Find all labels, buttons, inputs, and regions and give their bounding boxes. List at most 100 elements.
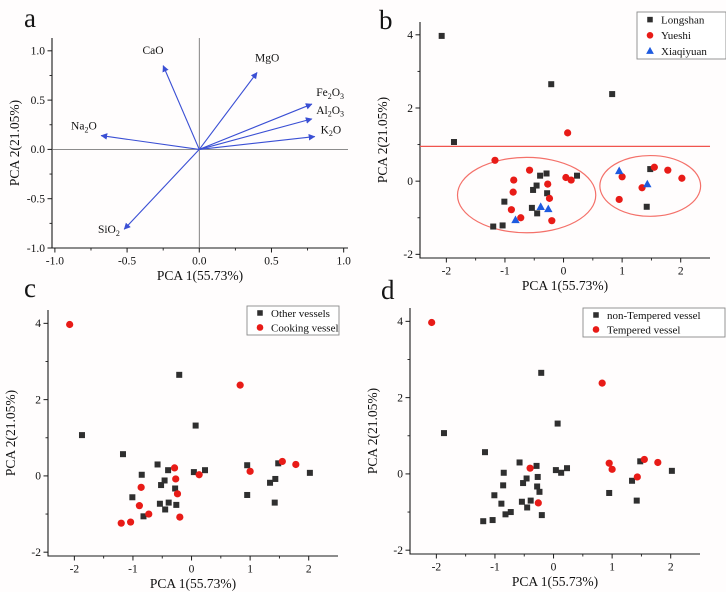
y-axis-title: PCA 2(21.05%) — [7, 100, 22, 186]
panel-d-temper-scatter: -2 -1 0 1 2 PCA 1(55.73%) -2 0 2 4 PCA 2(21.05%) no… — [365, 307, 726, 589]
legend-label: Yueshi — [661, 30, 691, 42]
x-tick-label: 2 — [668, 562, 674, 574]
data-point — [633, 497, 640, 504]
data-point — [117, 519, 125, 527]
y-axis-title: PCA 2(21.05%) — [375, 97, 390, 183]
data-point — [650, 163, 658, 171]
data-point — [528, 204, 535, 211]
x-axis-title: PCA 1(55.73%) — [150, 576, 236, 591]
data-point — [145, 510, 153, 518]
y-tick-label: 1.0 — [31, 46, 46, 58]
data-point — [195, 471, 203, 479]
data-point — [544, 190, 551, 197]
data-point — [538, 369, 545, 376]
y-tick-label: 0 — [35, 471, 41, 483]
data-point — [267, 479, 274, 486]
data-point — [172, 485, 179, 492]
data-point — [643, 179, 652, 188]
y-axis: -2 0 2 4 — [393, 316, 410, 557]
x-tick-label: 0.5 — [264, 256, 279, 268]
data-point — [564, 129, 572, 137]
chem-label: Na2O — [71, 121, 97, 135]
panel-letter-b: b — [379, 5, 393, 35]
loading-arrow — [199, 117, 313, 150]
x-tick-label: -1 — [490, 562, 500, 574]
data-point — [564, 465, 571, 472]
x-tick-label: 0 — [561, 266, 567, 278]
data-point — [633, 473, 641, 481]
x-tick-label: -1 — [500, 266, 510, 278]
x-tick-label: 1 — [619, 266, 625, 278]
data-point — [135, 502, 143, 510]
y-tick-label: 0 — [407, 176, 413, 188]
x-tick-label: -1 — [128, 564, 138, 576]
data-point — [537, 172, 544, 179]
x-axis-title: PCA 1(55.73%) — [512, 574, 598, 589]
data-point — [629, 477, 636, 484]
data-point — [534, 499, 542, 507]
legend-label: Tempered vessel — [607, 324, 680, 336]
y-tick-label: -0.5 — [27, 194, 45, 206]
data-point — [558, 469, 565, 476]
x-tick-label: 0 — [551, 562, 557, 574]
data-point — [605, 459, 613, 467]
data-point — [501, 198, 508, 205]
y-tick-label: -2 — [31, 547, 41, 559]
confidence-ellipse — [599, 154, 702, 217]
x-tick-label: 1.0 — [336, 256, 351, 268]
data-point — [643, 203, 650, 210]
data-point — [545, 194, 554, 202]
loading-arrow — [198, 72, 258, 150]
x-tick-label: 0.0 — [192, 256, 207, 268]
axis-spines — [409, 308, 700, 555]
data-point — [489, 517, 496, 524]
data-point — [523, 475, 530, 482]
y-tick-label: 4 — [35, 318, 41, 330]
data-point — [66, 320, 74, 329]
data-point — [527, 497, 534, 504]
data-point — [502, 511, 509, 518]
y-tick-label: 0 — [397, 469, 403, 481]
data-point — [127, 518, 135, 526]
data-point — [275, 460, 282, 467]
data-point — [161, 477, 168, 484]
data-point — [192, 422, 199, 429]
data-point — [567, 176, 575, 184]
data-point — [516, 459, 523, 466]
loading-arrow — [199, 133, 316, 150]
data-point — [646, 31, 654, 39]
legend-label: Other vessels — [271, 308, 330, 320]
data-point — [129, 494, 136, 501]
data-point — [165, 499, 172, 506]
data-point — [640, 455, 648, 464]
data-point — [618, 173, 626, 181]
data-point — [598, 379, 606, 387]
data-point — [190, 469, 197, 476]
data-points-group — [428, 318, 675, 525]
data-point — [244, 491, 251, 498]
data-point — [525, 166, 534, 174]
data-point — [530, 186, 537, 193]
x-tick-label: -0.5 — [118, 256, 136, 268]
y-axis: -2 0 2 4 — [31, 318, 48, 559]
data-point — [647, 16, 653, 23]
data-point — [499, 222, 506, 229]
data-point — [428, 318, 436, 327]
data-point — [156, 500, 163, 507]
data-point — [236, 381, 244, 389]
y-axis-title: PCA 2(21.05%) — [365, 388, 380, 474]
data-point — [554, 420, 561, 427]
data-point — [440, 430, 447, 437]
data-point — [524, 504, 531, 511]
loading-arrow — [100, 133, 200, 150]
data-point — [173, 501, 180, 508]
data-point — [548, 81, 555, 88]
data-point — [271, 499, 278, 506]
data-point — [574, 172, 581, 179]
chem-label: Al2O3 — [316, 105, 344, 119]
x-tick-label: -2 — [70, 564, 80, 576]
x-tick-label: 2 — [306, 564, 312, 576]
data-point — [137, 483, 145, 491]
data-point — [480, 518, 487, 525]
data-point — [202, 467, 209, 474]
